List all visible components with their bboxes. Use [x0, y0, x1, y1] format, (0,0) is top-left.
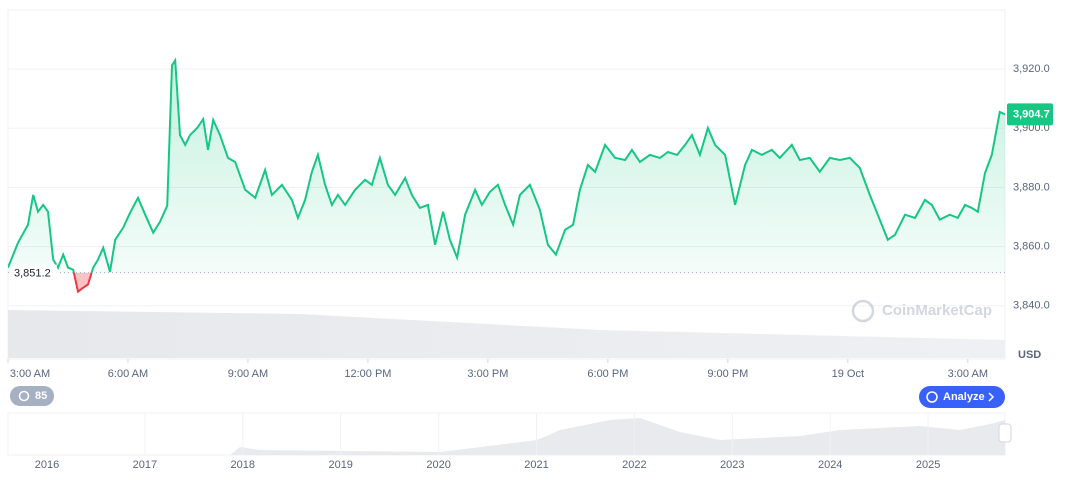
y-tick-label: 3,840.0: [1013, 300, 1050, 312]
baseline-label-bg: [11, 264, 57, 279]
x-tick-label: 3:00 AM: [948, 368, 988, 380]
y-tick-label: 3,860.0: [1013, 241, 1050, 253]
x-tick-label: 6:00 AM: [108, 368, 148, 380]
x-tick-label: 9:00 PM: [707, 368, 748, 380]
navigator-year: 2016: [35, 459, 59, 471]
x-tick-label: 3:00 PM: [467, 368, 508, 380]
plot: [8, 57, 1005, 307]
navigator-year: 2017: [133, 459, 157, 471]
x-tick-label: 3:00 AM: [10, 368, 50, 380]
y-tick-label: 3,920.0: [1013, 63, 1050, 75]
watermark: CoinMarketCap: [851, 299, 992, 323]
analyze-button[interactable]: Analyze: [919, 386, 1005, 408]
y-tick-label: 3,880.0: [1013, 181, 1050, 193]
x-tick-label: 19 Oct: [832, 368, 864, 380]
navigator-year: 2023: [720, 459, 744, 471]
history-count: 85: [35, 390, 47, 402]
area-up: [8, 60, 1005, 273]
baseline-label: 3,851.2: [14, 268, 51, 280]
current-price-label: 3,904.7: [1013, 108, 1050, 120]
navigator-year: 2021: [524, 459, 548, 471]
navigator-area: [8, 418, 1005, 455]
navigator: 2016 2017 2018 2019 2020 2021 2022 2023 2024 2025: [7, 412, 1012, 471]
area-down: [73, 272, 92, 292]
navigator-year: 2018: [231, 459, 255, 471]
price-line-up: [8, 57, 1005, 273]
analyze-label: Analyze: [943, 391, 985, 403]
navigator-year: 2025: [916, 459, 940, 471]
current-price-badge: [1007, 103, 1053, 126]
volume-backdrop: [8, 310, 1005, 358]
navigator-year: 2022: [622, 459, 646, 471]
navigator-year: 2020: [426, 459, 450, 471]
x-tick-label: 6:00 PM: [587, 368, 628, 380]
watermark-text: CoinMarketCap: [882, 302, 992, 319]
navigator-year: 2019: [328, 459, 352, 471]
x-tick-label: 12:00 PM: [344, 368, 391, 380]
x-tick-label: 9:00 AM: [228, 368, 268, 380]
navigator-year: 2024: [818, 459, 842, 471]
navigator-handle[interactable]: [998, 423, 1012, 443]
y-axis-label: USD: [1018, 349, 1041, 361]
history-badge[interactable]: 85: [10, 386, 54, 406]
